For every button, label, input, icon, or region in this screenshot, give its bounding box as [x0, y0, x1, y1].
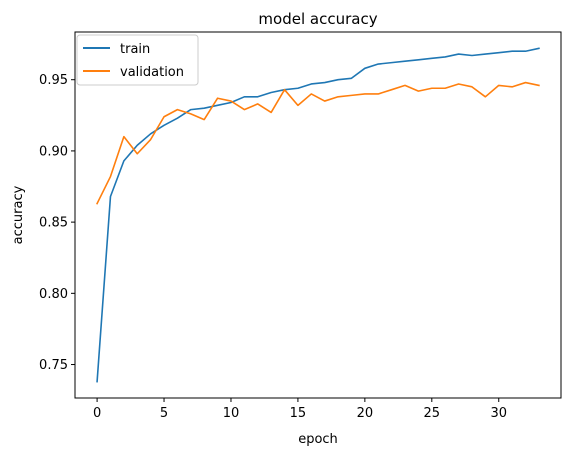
y-tick-label: 0.95 [39, 73, 68, 88]
x-axis-label: epoch [298, 432, 338, 447]
x-tick-label: 30 [490, 406, 507, 421]
x-tick-label: 20 [357, 406, 374, 421]
x-tick-label: 25 [424, 406, 441, 421]
y-tick-label: 0.80 [39, 287, 68, 302]
chart-title: model accuracy [258, 10, 377, 28]
y-axis-ticks: 0.75 0.80 0.85 0.90 0.95 [39, 73, 75, 373]
y-tick-label: 0.75 [39, 358, 68, 373]
x-tick-label: 5 [160, 406, 168, 421]
y-tick-label: 0.85 [39, 216, 68, 231]
legend-label-train: train [120, 42, 150, 57]
legend-label-validation: validation [120, 65, 184, 80]
x-tick-label: 10 [223, 406, 240, 421]
y-axis-label: accuracy [11, 185, 26, 244]
plot-area [75, 32, 561, 398]
x-tick-label: 0 [93, 406, 101, 421]
series-line-validation [96, 81, 540, 205]
series-layer [96, 47, 540, 383]
x-tick-label: 15 [290, 406, 307, 421]
y-tick-label: 0.90 [39, 144, 68, 159]
series-line-train [96, 47, 540, 383]
x-axis-ticks: 0 5 10 15 20 25 30 [93, 398, 507, 421]
legend: train validation [76, 34, 199, 86]
plot-frame [74, 31, 562, 399]
